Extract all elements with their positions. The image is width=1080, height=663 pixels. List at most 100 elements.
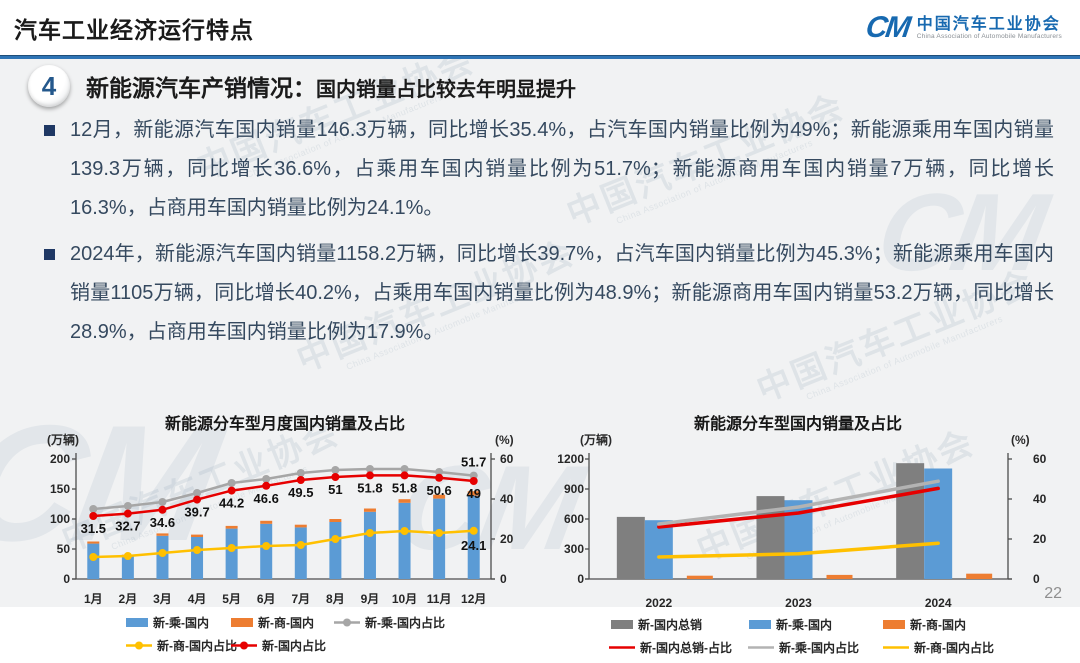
bullet-square-icon (44, 249, 55, 260)
svg-text:新-商-国内: 新-商-国内 (258, 615, 314, 630)
chart-title: 新能源分车型国内销量及占比 (694, 414, 902, 433)
svg-text:1200: 1200 (557, 452, 584, 466)
svg-text:51.7: 51.7 (461, 455, 486, 470)
caam-logo: CM 中国汽车工业协会 China Association of Automob… (863, 11, 1062, 45)
svg-text:0: 0 (1033, 572, 1040, 586)
right-axis-unit: (%) (495, 433, 514, 447)
svg-text:24.1: 24.1 (461, 538, 486, 553)
chart-title: 新能源分车型月度国内销量及占比 (165, 414, 405, 433)
section-heading: 4 新能源汽车产销情况：国内销量占比较去年明显提升 (28, 65, 1060, 107)
svg-text:49.5: 49.5 (288, 485, 313, 500)
legend-item: 新-乘-国内占比 (334, 615, 445, 630)
legend-item: 新-商-国内占比 (126, 638, 237, 653)
svg-text:新-乘-国内占比: 新-乘-国内占比 (779, 640, 859, 655)
svg-text:49: 49 (466, 486, 480, 501)
caam-logo-mark: CM (863, 11, 912, 44)
monthly-nev-sales-chart: 新能源分车型月度国内销量及占比 (万辆) (%) 0 50 100 150 200 0 20 40 6… (47, 414, 514, 653)
bullet-item: 2024年，新能源汽车国内销量1158.2万辆，同比增长39.7%，占汽车国内销… (42, 235, 1054, 352)
svg-text:100: 100 (50, 512, 70, 526)
svg-text:50: 50 (57, 542, 71, 556)
legend-item: 新-乘-国内占比 (748, 640, 859, 655)
bar-series (87, 495, 480, 579)
category-label: 2023 (785, 596, 812, 610)
line-series (657, 541, 940, 559)
category-label: 2022 (645, 596, 672, 610)
svg-text:900: 900 (564, 482, 584, 496)
bullet-text: 12月，新能源汽车国内销量146.3万辆，同比增长35.4%，占汽车国内销量比例… (70, 119, 1054, 219)
legend-item: 新-国内总销 (611, 617, 702, 632)
legend-item: 新-国内占比 (231, 638, 326, 653)
category-label: 6月 (257, 592, 276, 606)
section-title: 新能源汽车产销情况： (86, 75, 316, 101)
svg-text:新-商-国内: 新-商-国内 (910, 617, 966, 632)
legend-item: 新-乘-国内 (749, 617, 832, 632)
svg-text:新-商-国内占比: 新-商-国内占比 (157, 638, 237, 653)
category-label: 2月 (119, 592, 138, 606)
right-axis-unit: (%) (1011, 433, 1030, 447)
legend-item: 新-商-国内占比 (883, 640, 994, 655)
svg-text:40: 40 (1033, 492, 1047, 506)
category-label: 11月 (427, 592, 452, 606)
svg-text:新-乘-国内占比: 新-乘-国内占比 (365, 615, 445, 630)
svg-text:新-乘-国内: 新-乘-国内 (776, 617, 832, 632)
header-divider (0, 55, 1080, 59)
category-label: 3月 (153, 592, 172, 606)
page-title: 汽车工业经济运行特点 (14, 17, 254, 43)
svg-text:46.6: 46.6 (254, 491, 279, 506)
bar-series (686, 573, 993, 579)
line-series (89, 465, 478, 513)
category-label: 5月 (222, 592, 241, 606)
category-label: 2024 (925, 596, 952, 610)
logo-org-name-en: China Association of Automobile Manufact… (916, 33, 1062, 41)
category-label: 8月 (326, 592, 345, 606)
svg-text:600: 600 (564, 512, 584, 526)
category-label: 1月 (84, 592, 103, 606)
svg-text:40: 40 (500, 492, 514, 506)
bullet-item: 12月，新能源汽车国内销量146.3万辆，同比增长35.4%，占汽车国内销量比例… (42, 111, 1054, 228)
logo-org-name-cn: 中国汽车工业协会 (916, 15, 1061, 33)
bullet-text: 2024年，新能源汽车国内销量1158.2万辆，同比增长39.7%，占汽车国内销… (70, 243, 1054, 343)
line-series (89, 526, 478, 561)
svg-text:31.5: 31.5 (81, 521, 106, 536)
annual-nev-sales-chart: 新能源分车型国内销量及占比 (万辆) (%) 0 300 600 900 1200 0 20 40 6… (557, 414, 1047, 655)
svg-text:新-国内总销: 新-国内总销 (638, 617, 702, 632)
legend-item: 新-乘-国内 (126, 615, 209, 630)
bullet-list: 12月，新能源汽车国内销量146.3万辆，同比增长35.4%，占汽车国内销量比例… (42, 111, 1054, 359)
svg-text:39.7: 39.7 (184, 505, 209, 520)
category-label: 9月 (361, 592, 380, 606)
svg-text:新-国内占比: 新-国内占比 (262, 638, 326, 653)
svg-text:60: 60 (500, 452, 514, 466)
svg-text:150: 150 (50, 482, 70, 496)
left-axis-unit: (万辆) (47, 432, 79, 447)
svg-text:300: 300 (564, 542, 584, 556)
svg-text:200: 200 (50, 452, 70, 466)
category-label: 10月 (392, 592, 417, 606)
page-number: 22 (1044, 585, 1062, 602)
header: 汽车工业经济运行特点 CM 中国汽车工业协会 China Association… (0, 0, 1080, 56)
svg-text:20: 20 (500, 532, 514, 546)
svg-text:51: 51 (328, 482, 342, 497)
line-series (657, 479, 940, 526)
content-area: 中国汽车工业协会 China Association of Automobile … (0, 41, 1080, 655)
legend-item: 新-商-国内 (231, 615, 314, 630)
bar-series (644, 468, 953, 579)
bar-series (87, 491, 480, 557)
category-label: 7月 (291, 592, 310, 606)
section-number-badge: 4 (28, 65, 70, 107)
svg-text:新-乘-国内: 新-乘-国内 (153, 615, 209, 630)
svg-text:51.8: 51.8 (357, 480, 382, 495)
legend-item: 新-国内总销-占比 (609, 640, 732, 655)
svg-text:51.8: 51.8 (392, 480, 417, 495)
line-series (89, 471, 478, 520)
svg-text:34.6: 34.6 (150, 515, 175, 530)
svg-text:新-商-国内占比: 新-商-国内占比 (914, 640, 994, 655)
category-label: 12月 (461, 592, 486, 606)
section-subtitle: 国内销量占比较去年明显提升 (316, 79, 576, 101)
line-series (657, 486, 940, 529)
svg-text:44.2: 44.2 (219, 496, 244, 511)
bullet-square-icon (44, 125, 55, 136)
svg-text:0: 0 (63, 572, 70, 586)
svg-text:0: 0 (577, 572, 584, 586)
svg-text:新-国内总销-占比: 新-国内总销-占比 (640, 640, 732, 655)
